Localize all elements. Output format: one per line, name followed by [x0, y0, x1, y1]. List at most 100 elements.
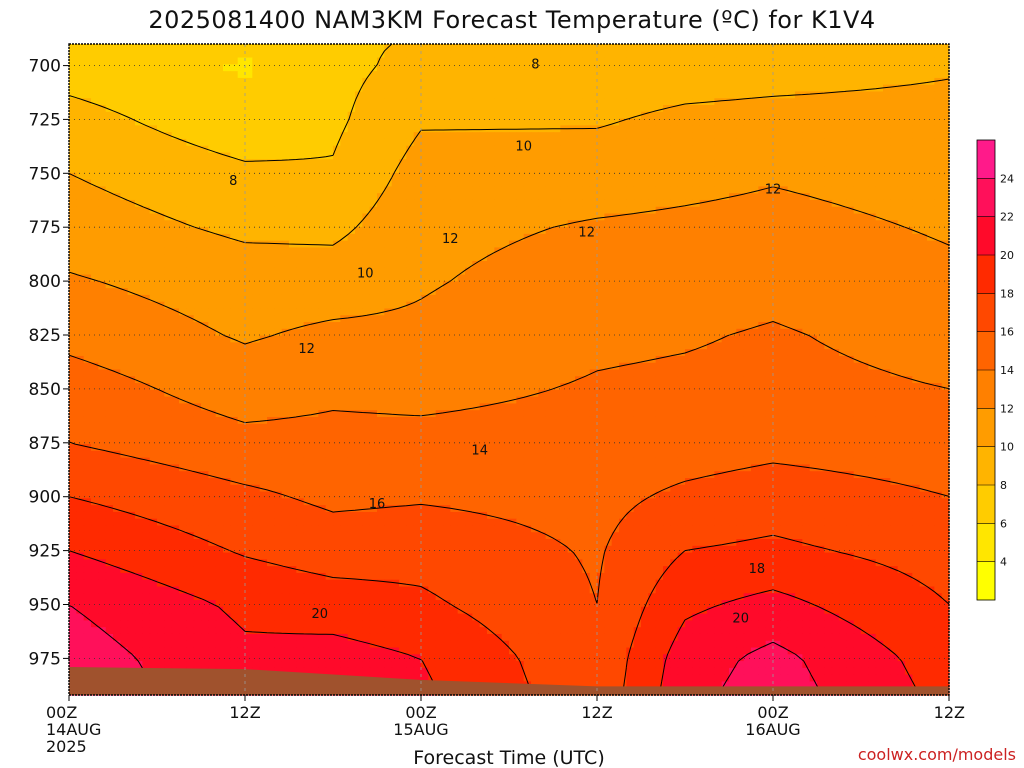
heatmap-cell: [120, 199, 129, 208]
heatmap-cell: [809, 138, 818, 147]
heatmap-cell: [311, 91, 319, 99]
heatmap-cell: [868, 98, 877, 106]
heatmap-cell: [91, 98, 99, 106]
heatmap-cell: [413, 125, 422, 133]
heatmap-cell: [245, 193, 253, 201]
heatmap-cell: [655, 172, 664, 181]
heatmap-cell: [897, 261, 906, 269]
heatmap-cell: [340, 227, 349, 235]
heatmap-cell: [670, 71, 679, 79]
heatmap-cell: [76, 193, 85, 201]
heatmap-cell: [531, 240, 539, 249]
heatmap-cell: [164, 77, 173, 86]
heatmap-cell: [817, 84, 825, 93]
heatmap-cell: [846, 105, 855, 113]
heatmap-cell: [83, 247, 92, 255]
heatmap-cell: [377, 267, 385, 276]
heatmap-cell: [780, 152, 789, 160]
heatmap-cell: [575, 220, 583, 228]
heatmap-cell: [868, 44, 877, 52]
heatmap-cell: [655, 193, 664, 201]
heatmap-cell: [817, 132, 825, 140]
heatmap-cell: [340, 64, 349, 72]
heatmap-cell: [633, 274, 642, 282]
heatmap-cell: [487, 227, 495, 235]
heatmap-cell: [171, 281, 180, 289]
heatmap-cell: [406, 322, 415, 330]
heatmap-cell: [707, 233, 715, 242]
heatmap-cell: [237, 315, 246, 323]
heatmap-cell: [707, 247, 715, 255]
heatmap-cell: [626, 281, 635, 289]
heatmap-cell: [465, 186, 473, 194]
heatmap-cell: [597, 77, 605, 86]
heatmap-cell: [589, 240, 598, 249]
heatmap-cell: [663, 220, 671, 228]
heatmap-cell: [839, 308, 847, 316]
heatmap-cell: [648, 50, 657, 59]
heatmap-cell: [802, 294, 811, 303]
heatmap-cell: [377, 111, 385, 120]
heatmap-cell: [773, 98, 781, 106]
heatmap-cell: [384, 193, 393, 201]
heatmap-cell: [281, 227, 290, 235]
heatmap-cell: [377, 261, 385, 269]
heatmap-cell: [391, 220, 400, 228]
heatmap-cell: [259, 159, 268, 167]
heatmap-cell: [846, 294, 855, 303]
heatmap-cell: [626, 132, 635, 140]
heatmap-cell: [179, 84, 187, 93]
heatmap-cell: [553, 152, 561, 160]
heatmap-cell: [597, 179, 605, 187]
heatmap-cell: [655, 206, 664, 215]
heatmap-cell: [545, 44, 554, 52]
heatmap-cell: [648, 138, 657, 147]
heatmap-cell: [846, 50, 855, 59]
heatmap-cell: [311, 261, 319, 269]
heatmap-cell: [69, 138, 77, 147]
heatmap-cell: [809, 77, 818, 86]
heatmap-cell: [831, 159, 840, 167]
heatmap-cell: [692, 132, 701, 140]
heatmap-cell: [567, 288, 576, 296]
heatmap-cell: [113, 199, 121, 208]
heatmap-cell: [927, 172, 935, 181]
heatmap-cell: [479, 44, 488, 52]
heatmap-cell: [531, 193, 539, 201]
heatmap-cell: [633, 199, 642, 208]
heatmap-cell: [545, 91, 554, 99]
heatmap-cell: [223, 274, 231, 282]
heatmap-cell: [736, 186, 745, 194]
heatmap-cell: [267, 186, 275, 194]
heatmap-cell: [795, 261, 803, 269]
heatmap-cell: [509, 179, 517, 187]
heatmap-cell: [611, 288, 620, 296]
heatmap-cell: [443, 315, 451, 323]
heatmap-cell: [127, 193, 136, 201]
heatmap-cell: [98, 105, 107, 113]
heatmap-cell: [399, 57, 407, 65]
heatmap-cell: [905, 254, 913, 262]
heatmap-cell: [853, 50, 862, 59]
heatmap-cell: [421, 247, 429, 255]
heatmap-cell: [714, 288, 723, 296]
heatmap-cell: [318, 308, 327, 316]
heatmap-cell: [795, 111, 803, 120]
heatmap-cell: [245, 64, 253, 72]
heatmap-cell: [413, 267, 422, 276]
heatmap-cell: [743, 274, 752, 282]
heatmap-cell: [721, 240, 730, 249]
heatmap-cell: [83, 91, 92, 99]
heatmap-cell: [927, 179, 935, 187]
heatmap-cell: [487, 145, 495, 154]
heatmap-cell: [267, 308, 275, 316]
heatmap-cell: [149, 138, 158, 147]
heatmap-cell: [223, 193, 231, 201]
heatmap-cell: [201, 281, 209, 289]
heatmap-cell: [391, 145, 400, 154]
heatmap-cell: [237, 172, 246, 181]
heatmap-cell: [721, 125, 730, 133]
heatmap-cell: [318, 213, 327, 221]
heatmap-cell: [545, 240, 554, 249]
heatmap-cell: [340, 159, 349, 167]
